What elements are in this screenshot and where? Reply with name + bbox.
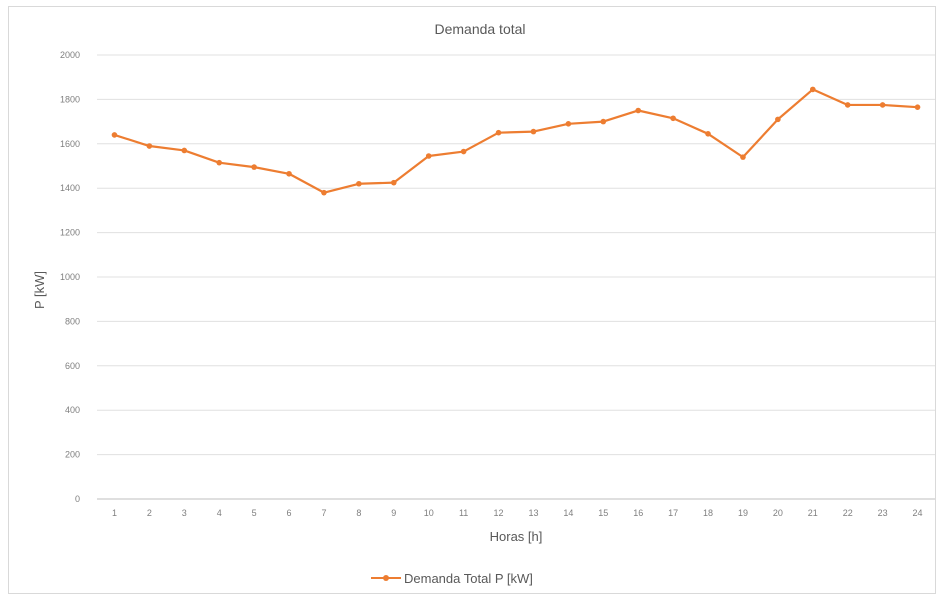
x-tick-label: 14 <box>563 508 573 518</box>
series-group <box>111 86 921 196</box>
y-tick-label: 800 <box>65 316 80 326</box>
x-tick-label: 16 <box>633 508 643 518</box>
data-point <box>146 143 153 149</box>
gridlines <box>97 54 935 500</box>
legend-entry-label: Demanda Total P [kW] <box>404 571 533 586</box>
y-tick-label: 1400 <box>60 183 80 193</box>
x-tick-label: 12 <box>494 508 504 518</box>
x-axis-label: Horas [h] <box>490 529 543 544</box>
x-tick-label: 13 <box>528 508 538 518</box>
y-axis-ticks: 0 200 400 600 800 1000 1200 1400 1600 1800 2000 <box>60 50 80 504</box>
y-tick-label: 400 <box>65 405 80 415</box>
data-point <box>844 102 851 108</box>
x-tick-label: 15 <box>598 508 608 518</box>
chart-title: Demanda total <box>434 21 525 37</box>
y-tick-label: 600 <box>65 361 80 371</box>
x-tick-label: 19 <box>738 508 748 518</box>
data-point <box>809 86 816 93</box>
x-tick-label: 20 <box>773 508 783 518</box>
data-point <box>600 118 607 125</box>
x-tick-label: 21 <box>808 508 818 518</box>
y-axis-label: P [kW] <box>32 271 47 309</box>
data-point <box>705 131 711 137</box>
x-tick-label: 23 <box>878 508 888 518</box>
x-tick-label: 9 <box>391 508 396 518</box>
data-point <box>425 153 432 159</box>
x-axis-ticks: 1 2 3 4 5 6 7 8 9 10 11 12 13 14 15 16 17 18 19 20 21 22 23 24 <box>112 508 923 518</box>
data-point <box>495 129 502 136</box>
y-tick-label: 1200 <box>60 228 80 238</box>
chart-frame <box>8 6 936 594</box>
x-tick-label: 8 <box>356 508 361 518</box>
legend: Demanda Total P [kW] <box>371 571 533 586</box>
series-line <box>114 88 918 194</box>
data-point <box>565 121 572 127</box>
x-tick-label: 24 <box>913 508 923 518</box>
x-tick-label: 10 <box>424 508 434 518</box>
data-point <box>530 128 537 135</box>
data-point <box>740 154 746 160</box>
x-tick-label: 17 <box>668 508 678 518</box>
data-point <box>460 148 467 155</box>
data-point <box>321 189 327 196</box>
y-tick-label: 0 <box>75 494 80 504</box>
data-point <box>251 164 257 170</box>
y-tick-label: 2000 <box>60 50 80 60</box>
x-tick-label: 3 <box>182 508 187 518</box>
data-point <box>216 159 223 166</box>
data-point <box>356 180 362 187</box>
x-tick-label: 1 <box>112 508 117 518</box>
y-tick-label: 1600 <box>60 139 80 149</box>
data-point <box>286 170 292 177</box>
data-point <box>111 132 118 138</box>
legend-marker <box>383 575 389 581</box>
x-tick-label: 2 <box>147 508 152 518</box>
y-tick-label: 1800 <box>60 94 80 104</box>
data-point <box>914 104 921 110</box>
data-point <box>879 102 886 108</box>
x-tick-label: 7 <box>321 508 326 518</box>
y-tick-label: 1000 <box>60 272 80 282</box>
x-tick-label: 22 <box>843 508 853 518</box>
x-tick-label: 5 <box>252 508 257 518</box>
data-point <box>635 107 642 114</box>
data-point <box>181 147 188 154</box>
data-point <box>670 115 676 122</box>
x-tick-label: 11 <box>459 508 468 518</box>
data-point <box>775 116 781 123</box>
x-tick-label: 6 <box>287 508 292 518</box>
x-tick-label: 18 <box>703 508 713 518</box>
data-point <box>390 179 397 186</box>
x-tick-label: 4 <box>217 508 222 518</box>
y-tick-label: 200 <box>65 450 80 460</box>
